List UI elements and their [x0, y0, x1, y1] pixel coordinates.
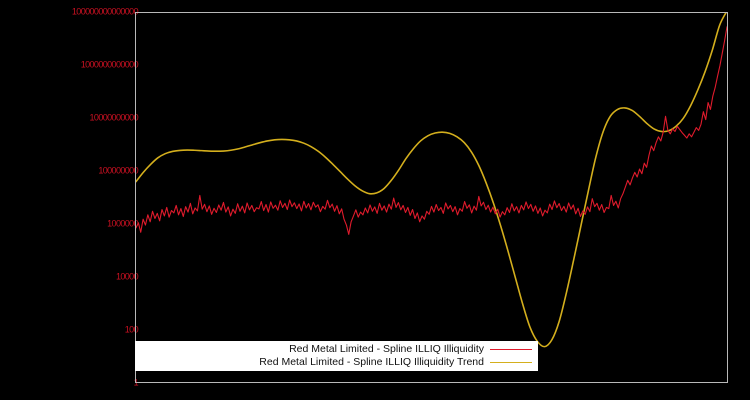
plot-canvas	[136, 13, 727, 348]
y-axis-tick-label: 10000	[115, 271, 139, 282]
plot-area	[135, 12, 728, 383]
y-axis-tick-label: 100	[124, 324, 139, 335]
y-axis-tick-label: 1000000000000	[80, 59, 139, 70]
series-trend-line	[136, 13, 727, 348]
legend-swatch-gold-icon	[490, 362, 532, 363]
legend-label-illiquidity-trend: Red Metal Limited - Spline ILLIQ Illiqui…	[259, 356, 484, 368]
legend-row: Red Metal Limited - Spline ILLIQ Illiqui…	[135, 356, 532, 369]
legend-label-illiquidity: Red Metal Limited - Spline ILLIQ Illiqui…	[289, 343, 484, 355]
legend-row: Red Metal Limited - Spline ILLIQ Illiqui…	[135, 343, 532, 356]
y-axis-tick-label: 100000000000000	[71, 6, 139, 17]
legend: Red Metal Limited - Spline ILLIQ Illiqui…	[135, 341, 538, 371]
y-axis-tick-label: 1000000	[107, 218, 138, 229]
y-axis-tick-label: 100000000	[98, 165, 138, 176]
series-illiquidity-line	[136, 26, 727, 235]
y-axis-tick-label: 10000000000	[89, 112, 139, 123]
legend-swatch-red-icon	[490, 349, 532, 350]
